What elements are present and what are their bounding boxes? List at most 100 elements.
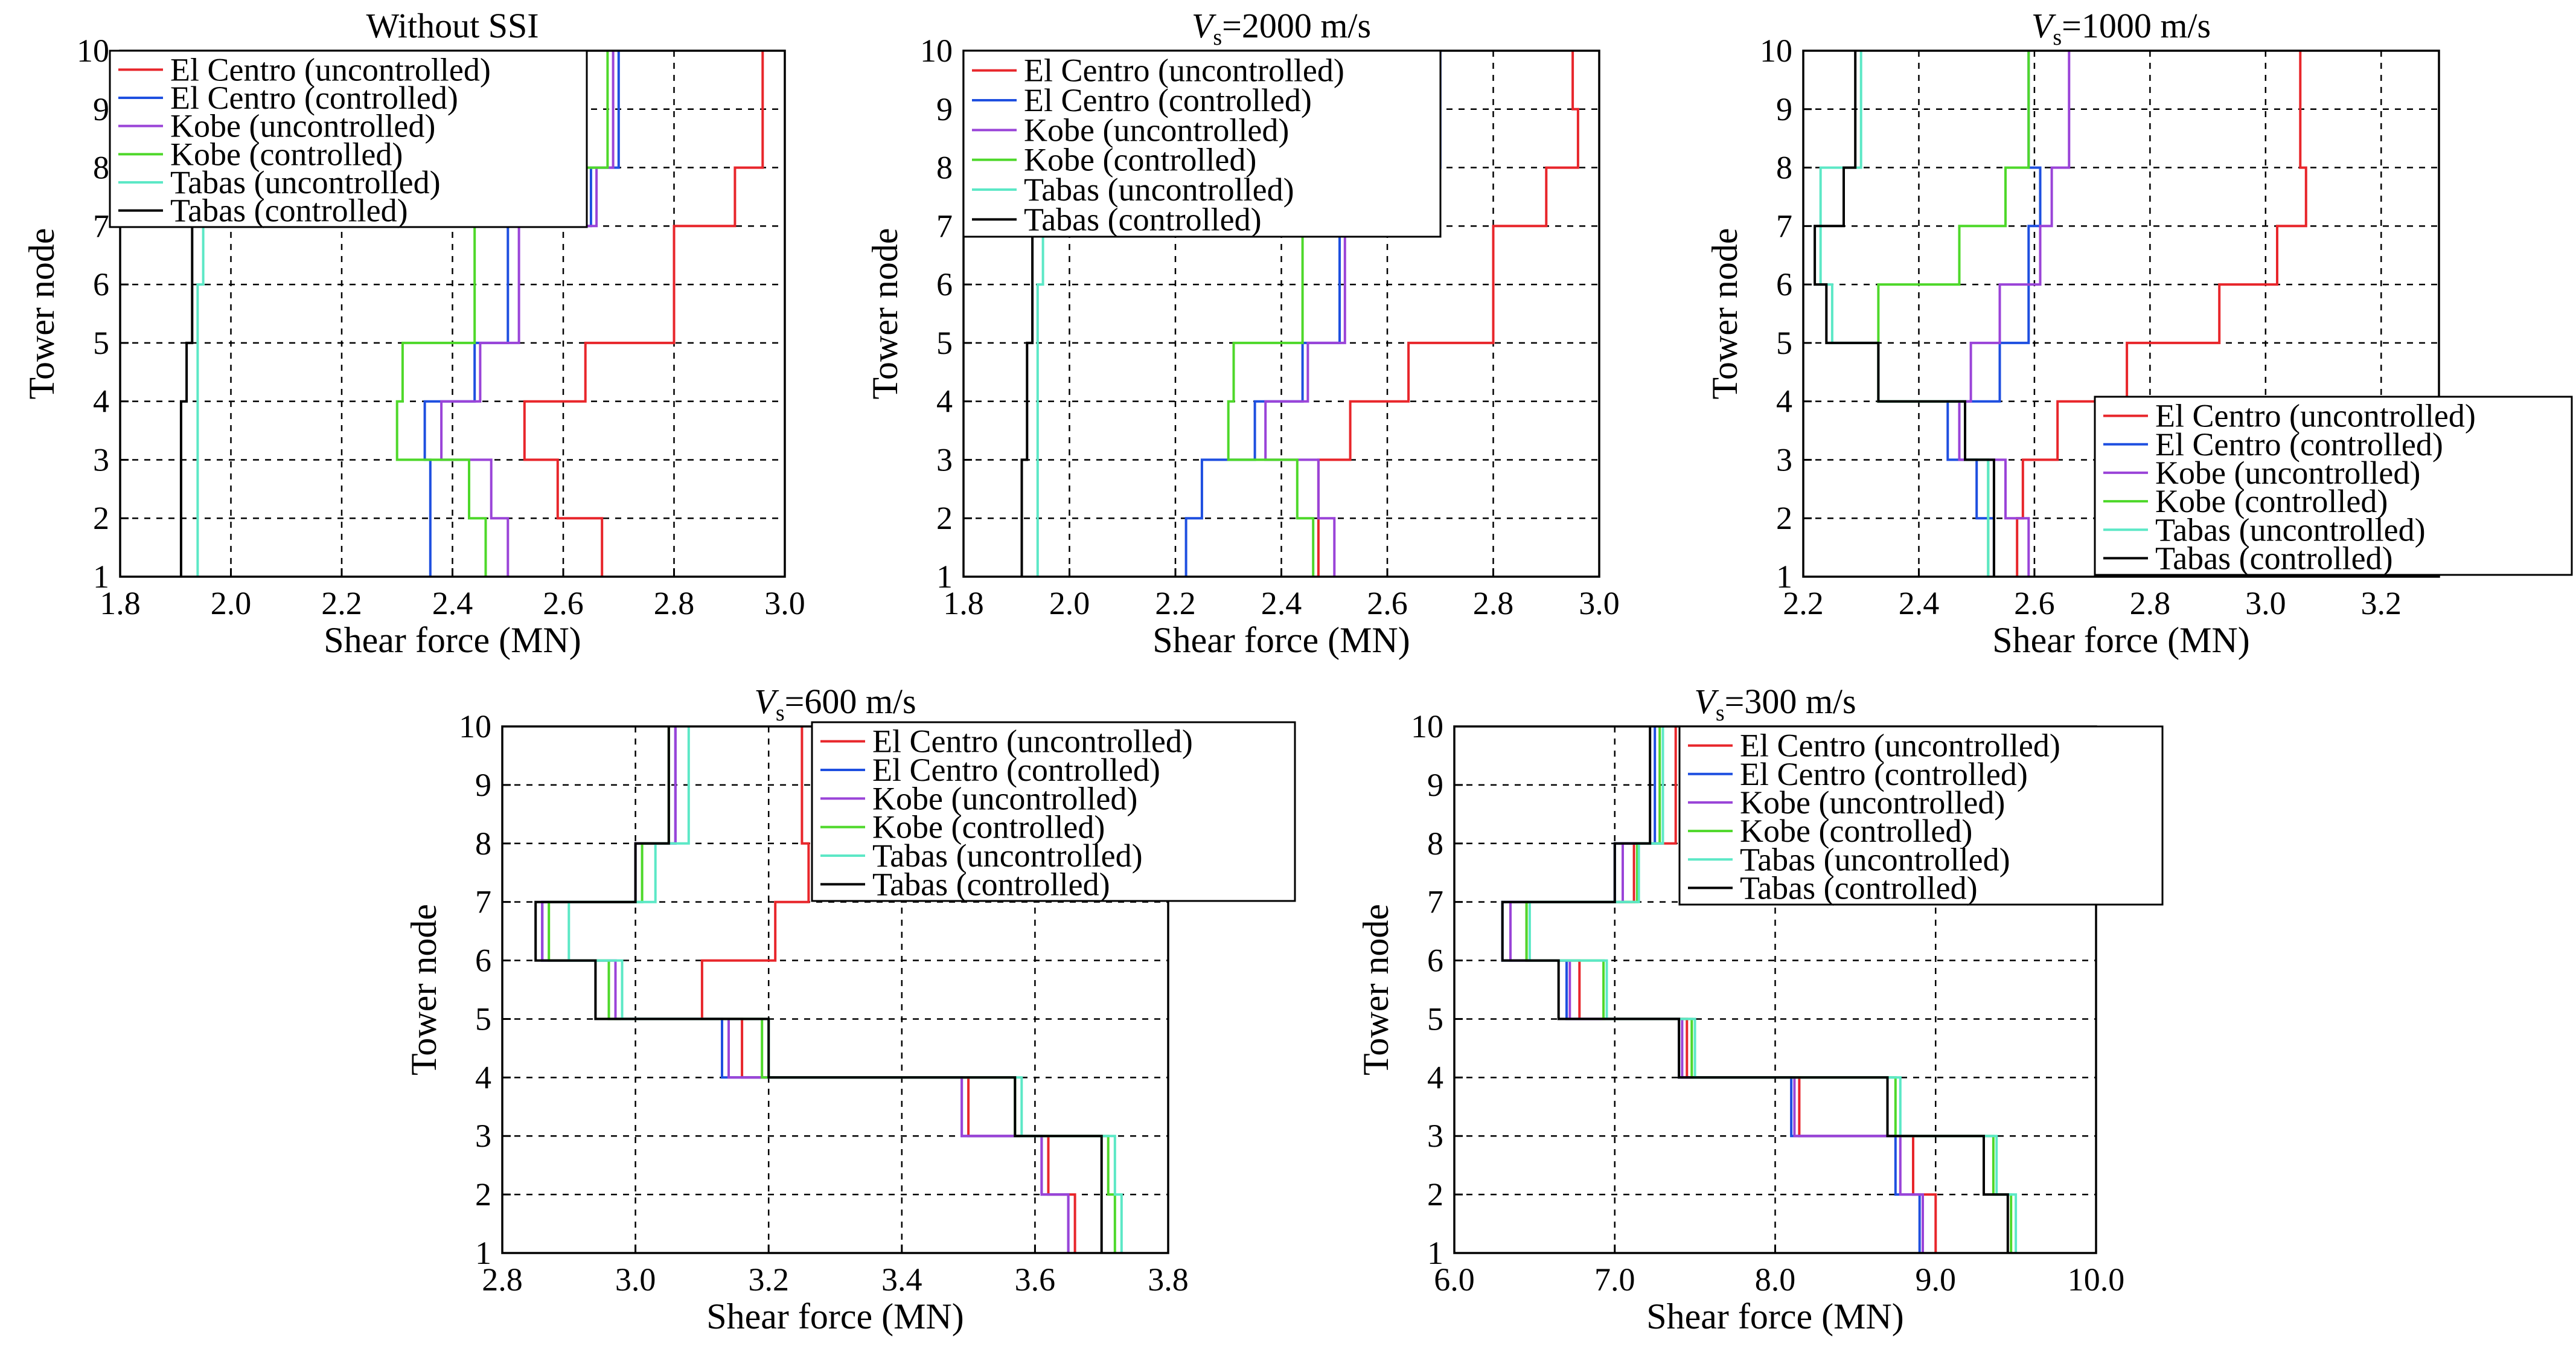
x-tick-label: 2.4	[1899, 585, 1940, 621]
x-tick-label: 2.8	[654, 585, 695, 621]
y-tick-label: 3	[936, 441, 953, 478]
series-line-3	[1958, 51, 2071, 577]
y-tick-label: 6	[475, 943, 491, 979]
y-tick-label: 3	[1776, 441, 1792, 478]
y-tick-label: 5	[475, 1001, 491, 1037]
y-tick-label: 4	[936, 383, 953, 420]
legend: El Centro (uncontrolled)El Centro (contr…	[1678, 725, 2164, 906]
series-line-6	[1501, 726, 2009, 1253]
x-tick-label: 2.2	[321, 585, 362, 621]
y-tick-label: 1	[475, 1235, 491, 1271]
y-tick-label: 3	[93, 441, 109, 478]
y-tick-label: 8	[1427, 825, 1443, 862]
chart-title: Vs=300 m/s	[1694, 682, 1856, 726]
legend: El Centro (uncontrolled)El Centro (contr…	[2094, 396, 2573, 576]
x-tick-label: 9.0	[1916, 1261, 1957, 1298]
y-tick-label: 10	[459, 708, 491, 745]
chart-title: Without SSI	[366, 6, 539, 45]
legend-entry: Kobe (uncontrolled)	[872, 780, 1137, 816]
chart-panel-5: 6.0 7.0 8.0 9.0 10.0 1 2 3 4 5 6 7 8 9 10 Vs=300 m/s She…	[1356, 682, 2164, 1336]
legend-entry: Tabas (uncontrolled)	[872, 838, 1143, 874]
x-tick-label: 8.0	[1755, 1261, 1796, 1298]
y-tick-label: 3	[1427, 1118, 1443, 1154]
legend-entry: Kobe (uncontrolled)	[1740, 784, 2005, 821]
legend-entry: Kobe (controlled)	[1024, 142, 1256, 178]
x-tick-label: 3.0	[615, 1261, 656, 1298]
series-line-6	[1814, 51, 1995, 577]
series-line-4	[395, 51, 609, 577]
x-tick-label: 2.8	[1473, 585, 1514, 621]
legend-entry: Tabas (controlled)	[1740, 870, 1978, 906]
y-tick-label: 8	[936, 150, 953, 186]
x-axis-label: Shear force (MN)	[1992, 620, 2249, 660]
legend-entry: Kobe (uncontrolled)	[1024, 112, 1289, 148]
y-tick-label: 10	[1760, 33, 1792, 69]
y-tick-label: 5	[936, 325, 953, 361]
y-tick-label: 7	[93, 208, 109, 244]
series-line-1	[1317, 51, 1579, 577]
chart-panel-2: 1.8 2.0 2.2 2.4 2.6 2.8 3.0 1 2 3 4 5 6 7 8 9 10 Vs=2000 …	[865, 6, 1620, 660]
legend-entry: Tabas (uncontrolled)	[170, 164, 441, 200]
y-tick-label: 1	[1427, 1235, 1443, 1271]
y-axis-label: Tower node	[1356, 904, 1396, 1075]
chart-panel-4: 2.8 3.0 3.2 3.4 3.6 3.8 1 2 3 4 5 6 7 8 9 10 Vs=600 m/s S…	[404, 682, 1296, 1336]
y-tick-label: 1	[1776, 559, 1792, 595]
y-tick-label: 9	[936, 91, 953, 127]
legend-entry: Kobe (uncontrolled)	[170, 108, 435, 144]
y-axis-label: Tower node	[1705, 228, 1745, 399]
x-tick-label: 2.8	[482, 1261, 523, 1298]
y-tick-label: 6	[1776, 266, 1792, 303]
legend-box	[1678, 725, 2164, 906]
x-tick-label: 2.0	[1049, 585, 1090, 621]
legend-entry: Kobe (controlled)	[1740, 813, 1972, 849]
x-axis-label: Shear force (MN)	[1152, 620, 1410, 660]
y-tick-label: 10	[1411, 708, 1443, 745]
y-tick-label: 4	[1427, 1059, 1443, 1095]
x-tick-label: 7.0	[1594, 1261, 1635, 1298]
y-tick-label: 8	[1776, 150, 1792, 186]
y-tick-label: 2	[1427, 1176, 1443, 1213]
y-tick-label: 8	[93, 150, 109, 186]
x-tick-label: 3.8	[1148, 1261, 1189, 1298]
y-tick-label: 9	[1427, 767, 1443, 803]
legend-entry: Tabas (controlled)	[170, 193, 408, 229]
y-tick-label: 2	[475, 1176, 491, 1213]
x-tick-label: 2.6	[543, 585, 584, 621]
plot-frame	[1802, 50, 2440, 578]
y-tick-label: 4	[93, 383, 109, 420]
legend-entry: El Centro (uncontrolled)	[1740, 728, 2060, 764]
y-tick-label: 4	[1776, 383, 1792, 420]
y-tick-label: 6	[1427, 943, 1443, 979]
x-tick-label: 3.2	[748, 1261, 789, 1298]
legend-entry: Tabas (uncontrolled)	[1024, 171, 1294, 208]
x-tick-label: 2.6	[1367, 585, 1408, 621]
series-line-6	[534, 726, 1103, 1253]
legend: El Centro (uncontrolled)El Centro (contr…	[811, 721, 1296, 902]
x-tick-label: 2.4	[1261, 585, 1302, 621]
legend: El Centro (uncontrolled)El Centro (contr…	[962, 50, 1442, 238]
y-tick-label: 6	[936, 266, 953, 303]
x-tick-label: 2.6	[2014, 585, 2055, 621]
y-tick-label: 10	[920, 33, 953, 69]
y-tick-label: 1	[936, 559, 953, 595]
y-tick-label: 5	[1776, 325, 1792, 361]
x-tick-label: 10.0	[2068, 1261, 2125, 1298]
x-axis-label: Shear force (MN)	[706, 1296, 964, 1336]
legend-entry: El Centro (controlled)	[1024, 82, 1312, 118]
y-tick-label: 3	[475, 1118, 491, 1154]
x-tick-label: 6.0	[1434, 1261, 1475, 1298]
y-tick-label: 7	[1427, 884, 1443, 920]
x-tick-label: 3.2	[2361, 585, 2402, 621]
y-tick-label: 9	[1776, 91, 1792, 127]
y-axis-label: Tower node	[22, 228, 62, 399]
legend-box	[109, 50, 588, 228]
chart-title: Vs=1000 m/s	[2031, 6, 2211, 50]
legend-entry: El Centro (controlled)	[170, 80, 458, 116]
y-tick-label: 7	[936, 208, 953, 244]
x-tick-label: 1.8	[943, 585, 984, 621]
legend-box	[962, 50, 1442, 238]
x-tick-label: 3.0	[1579, 585, 1620, 621]
y-tick-label: 9	[475, 767, 491, 803]
legend-entry: El Centro (controlled)	[872, 752, 1160, 788]
